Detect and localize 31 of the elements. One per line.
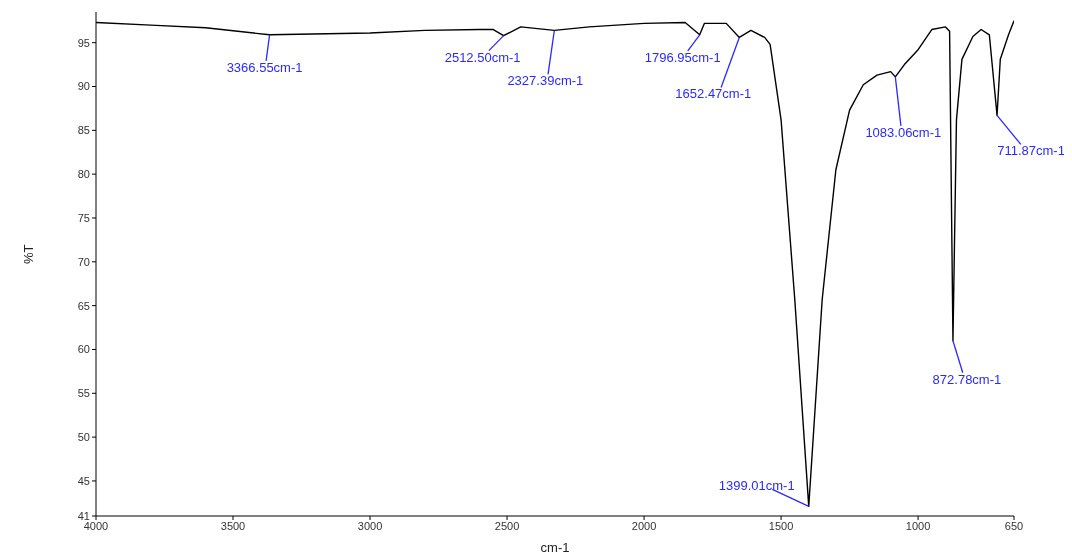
annotation: 711.87cm-1	[997, 143, 1065, 159]
y-tick-label: 41	[77, 509, 90, 522]
y-tick-label: 60	[77, 343, 90, 356]
y-tick-label: 55	[77, 387, 90, 400]
x-tick-label: 1000	[905, 519, 931, 532]
x-tick-label: 3000	[357, 519, 383, 532]
x-tick-label: 2000	[631, 519, 657, 532]
annotation: 872.78cm-1	[932, 371, 1002, 387]
y-tick-label: 70	[77, 255, 90, 268]
annotation: 2327.39cm-1	[507, 73, 584, 89]
x-tick-label: 2500	[494, 519, 520, 532]
y-tick-label: 75	[77, 211, 90, 224]
y-tick-label: 80	[77, 168, 90, 181]
annotation: 2512.50cm-1	[444, 49, 521, 65]
x-tick-label: 650	[1004, 519, 1024, 532]
annotation: 1083.06cm-1	[865, 124, 942, 140]
annotation: 1796.95cm-1	[644, 49, 721, 65]
y-tick-label: 90	[77, 80, 90, 93]
x-tick-label: 1500	[768, 519, 794, 532]
x-tick-label: 3500	[220, 519, 246, 532]
annotation: 1652.47cm-1	[675, 86, 752, 102]
annotation: 1399.01cm-1	[718, 478, 795, 494]
x-tick-label: 4000	[83, 519, 109, 532]
y-tick-label: 65	[77, 299, 90, 312]
y-axis-title: %T	[20, 244, 36, 264]
y-tick-label: 45	[77, 474, 90, 487]
y-tick-label: 50	[77, 431, 90, 444]
annotation: 3366.55cm-1	[226, 59, 303, 75]
y-tick-label: 95	[77, 36, 90, 49]
x-axis-title: cm-1	[540, 540, 570, 552]
y-tick-label: 85	[77, 124, 90, 137]
